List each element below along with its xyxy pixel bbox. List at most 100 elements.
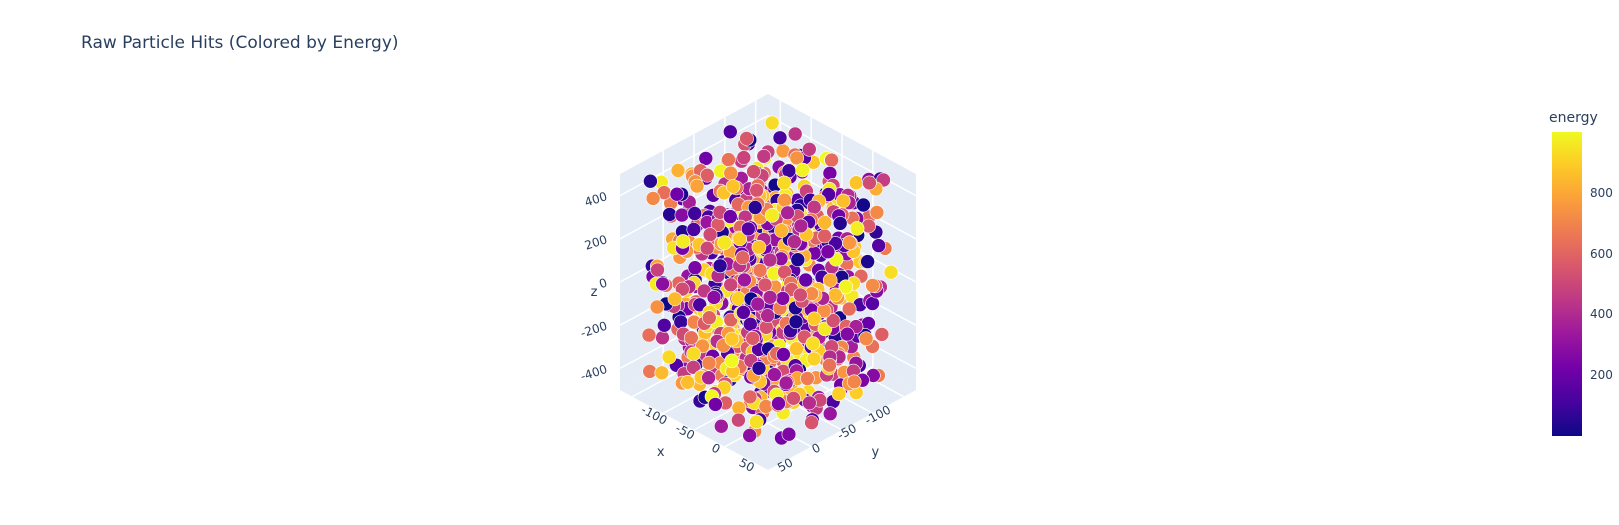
scatter-point[interactable]	[883, 264, 899, 280]
scatter-point[interactable]	[745, 330, 761, 346]
scatter-point[interactable]	[731, 400, 747, 416]
scatter-point[interactable]	[848, 175, 864, 190]
scatter-point[interactable]	[675, 234, 691, 249]
scatter-point[interactable]	[649, 299, 665, 315]
scatter-point[interactable]	[698, 151, 714, 166]
scatter-point[interactable]	[822, 272, 838, 288]
scatter-point[interactable]	[802, 395, 817, 411]
scatter-point[interactable]	[742, 389, 758, 405]
scatter-point[interactable]	[786, 390, 801, 406]
scatter-point[interactable]	[654, 365, 670, 381]
scatter-point[interactable]	[767, 367, 782, 382]
scatter-point[interactable]	[800, 371, 815, 386]
scatter-point[interactable]	[752, 263, 768, 278]
scatter-point[interactable]	[805, 336, 821, 351]
scatter-point[interactable]	[723, 165, 739, 181]
scatter-point[interactable]	[673, 314, 689, 330]
scatter-point[interactable]	[655, 276, 670, 292]
scatter-point[interactable]	[749, 183, 765, 198]
scatter-point[interactable]	[825, 313, 841, 328]
scatter-point[interactable]	[801, 142, 817, 157]
scatter-point[interactable]	[781, 426, 797, 442]
scatter-point[interactable]	[643, 173, 658, 189]
scatter-point[interactable]	[781, 163, 797, 178]
scatter-point[interactable]	[706, 290, 722, 305]
scatter-point[interactable]	[739, 131, 754, 146]
scatter-point[interactable]	[683, 330, 699, 346]
scatter-point[interactable]	[764, 208, 780, 223]
scatter-point[interactable]	[780, 205, 795, 221]
scatter-point[interactable]	[750, 296, 766, 312]
scatter-point[interactable]	[772, 130, 788, 146]
scatter-point[interactable]	[824, 152, 839, 168]
scatter-point[interactable]	[680, 374, 696, 390]
scatter-point[interactable]	[787, 234, 802, 249]
scatter-point[interactable]	[702, 227, 718, 242]
scatter-point[interactable]	[787, 126, 803, 142]
scatter-point[interactable]	[871, 238, 887, 253]
scatter-point[interactable]	[757, 277, 773, 293]
scatter-point[interactable]	[776, 175, 792, 191]
scatter-point[interactable]	[842, 235, 857, 250]
scatter-point[interactable]	[723, 277, 739, 293]
scatter-point[interactable]	[793, 218, 809, 234]
scatter-point[interactable]	[822, 166, 838, 181]
scatter-point[interactable]	[712, 258, 728, 274]
scatter-point[interactable]	[669, 186, 685, 202]
scatter-point[interactable]	[838, 279, 854, 295]
scatter-point[interactable]	[645, 191, 661, 206]
scatter-point[interactable]	[827, 287, 843, 303]
scatter-point[interactable]	[713, 418, 729, 434]
scatter-point[interactable]	[722, 124, 738, 140]
scatter-point[interactable]	[795, 162, 810, 178]
scatter-point[interactable]	[798, 272, 814, 288]
scatter-point[interactable]	[860, 254, 875, 269]
scatter-point[interactable]	[655, 330, 670, 346]
scatter-point[interactable]	[775, 291, 791, 306]
scatter-point[interactable]	[831, 386, 847, 402]
scatter-point[interactable]	[751, 360, 767, 376]
scatter-point[interactable]	[735, 250, 751, 266]
scatter-point[interactable]	[662, 207, 677, 222]
scatter-point[interactable]	[793, 287, 808, 303]
scatter-point[interactable]	[725, 179, 741, 194]
scatter-point[interactable]	[686, 359, 701, 375]
scatter-point[interactable]	[701, 355, 717, 371]
scatter-point[interactable]	[686, 222, 702, 237]
scatter-point[interactable]	[721, 152, 736, 167]
scatter-point[interactable]	[642, 364, 658, 379]
scatter-point[interactable]	[865, 278, 880, 293]
scatter-point[interactable]	[841, 301, 857, 317]
scatter-point[interactable]	[687, 206, 703, 221]
scatter-point[interactable]	[760, 308, 775, 323]
scatter-point[interactable]	[771, 396, 786, 411]
scatter-point[interactable]	[806, 311, 822, 327]
scatter-point[interactable]	[764, 115, 780, 131]
scatter-point[interactable]	[661, 349, 677, 365]
scatter-point[interactable]	[846, 374, 862, 390]
scatter-point[interactable]	[670, 163, 686, 178]
scatter-point[interactable]	[858, 331, 874, 347]
scatter-point[interactable]	[777, 192, 792, 208]
scatter-point[interactable]	[774, 223, 789, 238]
scatter-point[interactable]	[756, 149, 772, 164]
scatter-point[interactable]	[820, 244, 836, 259]
scatter-point[interactable]	[874, 327, 890, 342]
scatter-point[interactable]	[832, 216, 848, 231]
scatter-point[interactable]	[687, 260, 703, 276]
scatter-point[interactable]	[737, 272, 752, 288]
scatter-point[interactable]	[865, 296, 880, 311]
scatter-point[interactable]	[717, 235, 732, 250]
scatter-point[interactable]	[778, 375, 794, 391]
scatter-point[interactable]	[724, 331, 740, 347]
scatter-point[interactable]	[822, 357, 837, 373]
scatter-point[interactable]	[656, 317, 672, 333]
scatter-point[interactable]	[747, 200, 763, 215]
scatter-point[interactable]	[817, 228, 832, 244]
scatter-point[interactable]	[762, 252, 778, 268]
scatter-point[interactable]	[789, 150, 805, 166]
scatter-point[interactable]	[701, 310, 717, 326]
scatter-point[interactable]	[749, 414, 764, 430]
scatter-point[interactable]	[701, 370, 716, 386]
scatter-point[interactable]	[724, 353, 740, 369]
